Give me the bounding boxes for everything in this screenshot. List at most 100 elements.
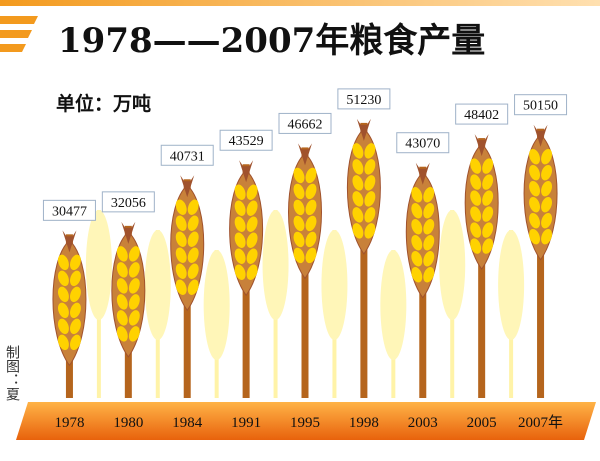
value-label: 32056 [111,196,146,211]
grain [470,174,482,190]
grain [175,231,187,247]
wheat-head [346,128,381,255]
grain [58,270,69,287]
logo-stripes [0,16,38,52]
grain [411,203,423,219]
grain [411,187,423,203]
grain [116,278,128,294]
grain [175,263,187,279]
grain [470,206,482,222]
grain [470,238,482,254]
grain [482,190,494,206]
grain [175,279,187,295]
grain [352,223,364,239]
label-box [278,112,332,134]
stalk [360,122,368,398]
grain [364,175,376,191]
x-tick-label: 2003 [408,415,438,431]
grain [187,199,199,215]
grain [541,212,552,229]
wheat-head [229,169,264,297]
bg-head [85,210,112,320]
grain [246,216,258,232]
grain [116,246,128,262]
grain [529,180,540,197]
grain [175,247,187,263]
grain [305,199,317,216]
grain [529,148,540,165]
label-box [455,103,509,125]
grain [58,334,69,351]
label-box [396,132,450,154]
grain [128,246,140,262]
grain [128,326,140,342]
label-box [160,144,214,166]
grain [128,294,140,310]
grain [470,222,482,238]
wheat-head [111,231,146,358]
bg-head [380,250,407,360]
awn [474,134,489,157]
grain [187,279,199,295]
grain [187,247,199,263]
grain [70,302,81,319]
grain [305,183,317,200]
awn [356,118,371,141]
grain [293,231,305,248]
grain [293,167,305,184]
grain [293,247,305,264]
grain [128,262,140,278]
grain [364,159,376,175]
awn [121,221,136,244]
bg-head [262,210,289,320]
category-band [16,402,596,440]
grain [541,164,552,181]
grain [246,184,258,200]
x-tick-label: 1991 [231,415,261,431]
bg-head [144,230,171,340]
grain [175,199,187,215]
grain [305,215,317,232]
grain [234,184,246,200]
grain [423,251,435,267]
grain [482,158,494,174]
grain [234,264,246,280]
awn [415,162,430,185]
grain [423,235,435,251]
label-box [514,94,568,116]
label-box [337,88,391,110]
grain [246,248,258,264]
grain [70,334,81,351]
awn [298,143,312,166]
grain [246,232,258,248]
label-box [219,129,273,151]
value-label: 43070 [405,137,440,152]
bg-head [321,230,348,340]
wheat-head [288,152,322,280]
grain [58,302,69,319]
top-bar [0,0,600,6]
grain [116,326,128,342]
plot-area: 30477 1978 32056 1980 40731 1984 43529 1991 4666… [42,88,568,431]
value-label: 40731 [170,149,205,164]
grain [234,216,246,232]
grain [58,286,69,303]
grain [482,222,494,238]
label-box [101,191,155,213]
grain [187,215,199,231]
wheat-head [464,143,499,270]
grain [58,254,69,271]
credit: 制图：夏 [4,345,20,401]
subtitle: 单位：万吨 [56,92,151,115]
grain [128,310,140,326]
grain [305,247,317,264]
grain [411,251,423,267]
grain [234,200,246,216]
grain [234,248,246,264]
wheat-head [405,172,440,299]
label-box [42,199,96,221]
grain [352,191,364,207]
grain [187,231,199,247]
grain [305,231,317,248]
